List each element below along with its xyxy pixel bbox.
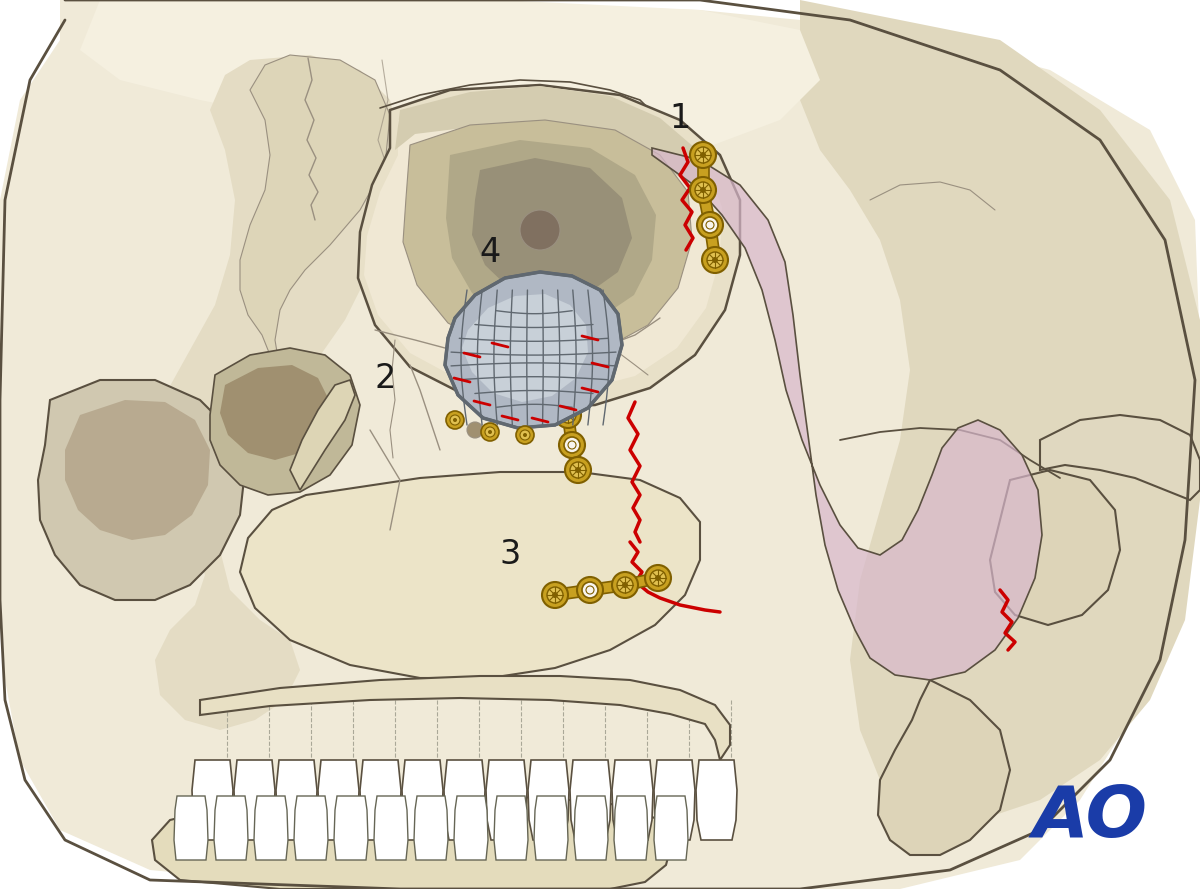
Polygon shape xyxy=(589,580,625,596)
Circle shape xyxy=(570,462,586,478)
Polygon shape xyxy=(559,389,574,416)
Polygon shape xyxy=(80,0,820,160)
Polygon shape xyxy=(374,796,408,860)
Polygon shape xyxy=(566,444,583,471)
Circle shape xyxy=(690,177,716,203)
Polygon shape xyxy=(276,760,317,840)
Polygon shape xyxy=(704,224,720,260)
Circle shape xyxy=(712,257,718,263)
Circle shape xyxy=(559,432,586,458)
Circle shape xyxy=(564,437,580,453)
Polygon shape xyxy=(454,796,488,860)
Circle shape xyxy=(565,412,571,418)
Circle shape xyxy=(481,423,499,441)
Circle shape xyxy=(488,430,492,434)
Polygon shape xyxy=(395,86,710,190)
Circle shape xyxy=(577,577,604,603)
Circle shape xyxy=(547,352,563,368)
Polygon shape xyxy=(534,796,568,860)
Polygon shape xyxy=(612,760,653,840)
Polygon shape xyxy=(402,760,443,840)
Polygon shape xyxy=(152,796,672,889)
Circle shape xyxy=(552,377,578,403)
Circle shape xyxy=(622,582,628,588)
Circle shape xyxy=(582,582,598,598)
Polygon shape xyxy=(358,85,740,408)
Circle shape xyxy=(554,402,581,428)
Polygon shape xyxy=(697,189,715,226)
Circle shape xyxy=(650,570,666,586)
Polygon shape xyxy=(528,760,569,840)
Polygon shape xyxy=(254,796,288,860)
Polygon shape xyxy=(220,365,330,460)
Polygon shape xyxy=(462,294,588,402)
Polygon shape xyxy=(624,573,659,590)
Polygon shape xyxy=(472,158,632,298)
Polygon shape xyxy=(696,760,737,840)
Polygon shape xyxy=(652,148,1042,680)
Circle shape xyxy=(700,187,706,193)
Polygon shape xyxy=(174,796,208,860)
Polygon shape xyxy=(654,796,688,860)
Circle shape xyxy=(560,407,576,423)
Polygon shape xyxy=(444,760,485,840)
Polygon shape xyxy=(364,96,722,392)
Polygon shape xyxy=(192,760,233,840)
Circle shape xyxy=(617,577,634,593)
Polygon shape xyxy=(654,760,695,840)
Text: 4: 4 xyxy=(479,236,500,268)
Polygon shape xyxy=(318,760,359,840)
Polygon shape xyxy=(570,760,611,840)
Polygon shape xyxy=(697,155,708,190)
Circle shape xyxy=(450,415,460,425)
Polygon shape xyxy=(486,760,527,840)
Polygon shape xyxy=(360,760,401,840)
Polygon shape xyxy=(878,680,1010,855)
Circle shape xyxy=(690,142,716,168)
Circle shape xyxy=(523,433,527,437)
Circle shape xyxy=(612,572,638,598)
Polygon shape xyxy=(403,120,692,356)
Polygon shape xyxy=(334,796,368,860)
Circle shape xyxy=(700,152,706,158)
Circle shape xyxy=(467,422,482,438)
Text: 1: 1 xyxy=(670,101,691,134)
Circle shape xyxy=(446,411,464,429)
Circle shape xyxy=(520,210,560,250)
Circle shape xyxy=(542,347,568,373)
Polygon shape xyxy=(1040,415,1200,500)
Circle shape xyxy=(552,592,558,598)
Circle shape xyxy=(542,582,568,608)
Polygon shape xyxy=(290,380,355,490)
Polygon shape xyxy=(494,796,528,860)
Polygon shape xyxy=(200,676,730,760)
Circle shape xyxy=(655,575,661,581)
Circle shape xyxy=(707,252,722,268)
Polygon shape xyxy=(614,796,648,860)
Circle shape xyxy=(575,467,581,473)
Circle shape xyxy=(646,565,671,591)
Circle shape xyxy=(547,587,563,603)
Circle shape xyxy=(520,430,530,440)
Polygon shape xyxy=(240,55,390,450)
Polygon shape xyxy=(240,472,700,678)
Circle shape xyxy=(695,182,710,198)
Polygon shape xyxy=(294,796,328,860)
Polygon shape xyxy=(550,358,570,392)
Polygon shape xyxy=(414,796,448,860)
Text: AO: AO xyxy=(1032,783,1147,853)
Polygon shape xyxy=(65,400,210,540)
Circle shape xyxy=(695,147,710,163)
Circle shape xyxy=(454,418,457,422)
Polygon shape xyxy=(214,796,248,860)
Circle shape xyxy=(552,357,558,363)
Circle shape xyxy=(702,247,728,273)
Polygon shape xyxy=(445,272,622,428)
Circle shape xyxy=(557,382,574,398)
Text: 2: 2 xyxy=(374,362,396,395)
Polygon shape xyxy=(990,470,1120,625)
Polygon shape xyxy=(38,380,245,600)
Polygon shape xyxy=(800,0,1200,820)
